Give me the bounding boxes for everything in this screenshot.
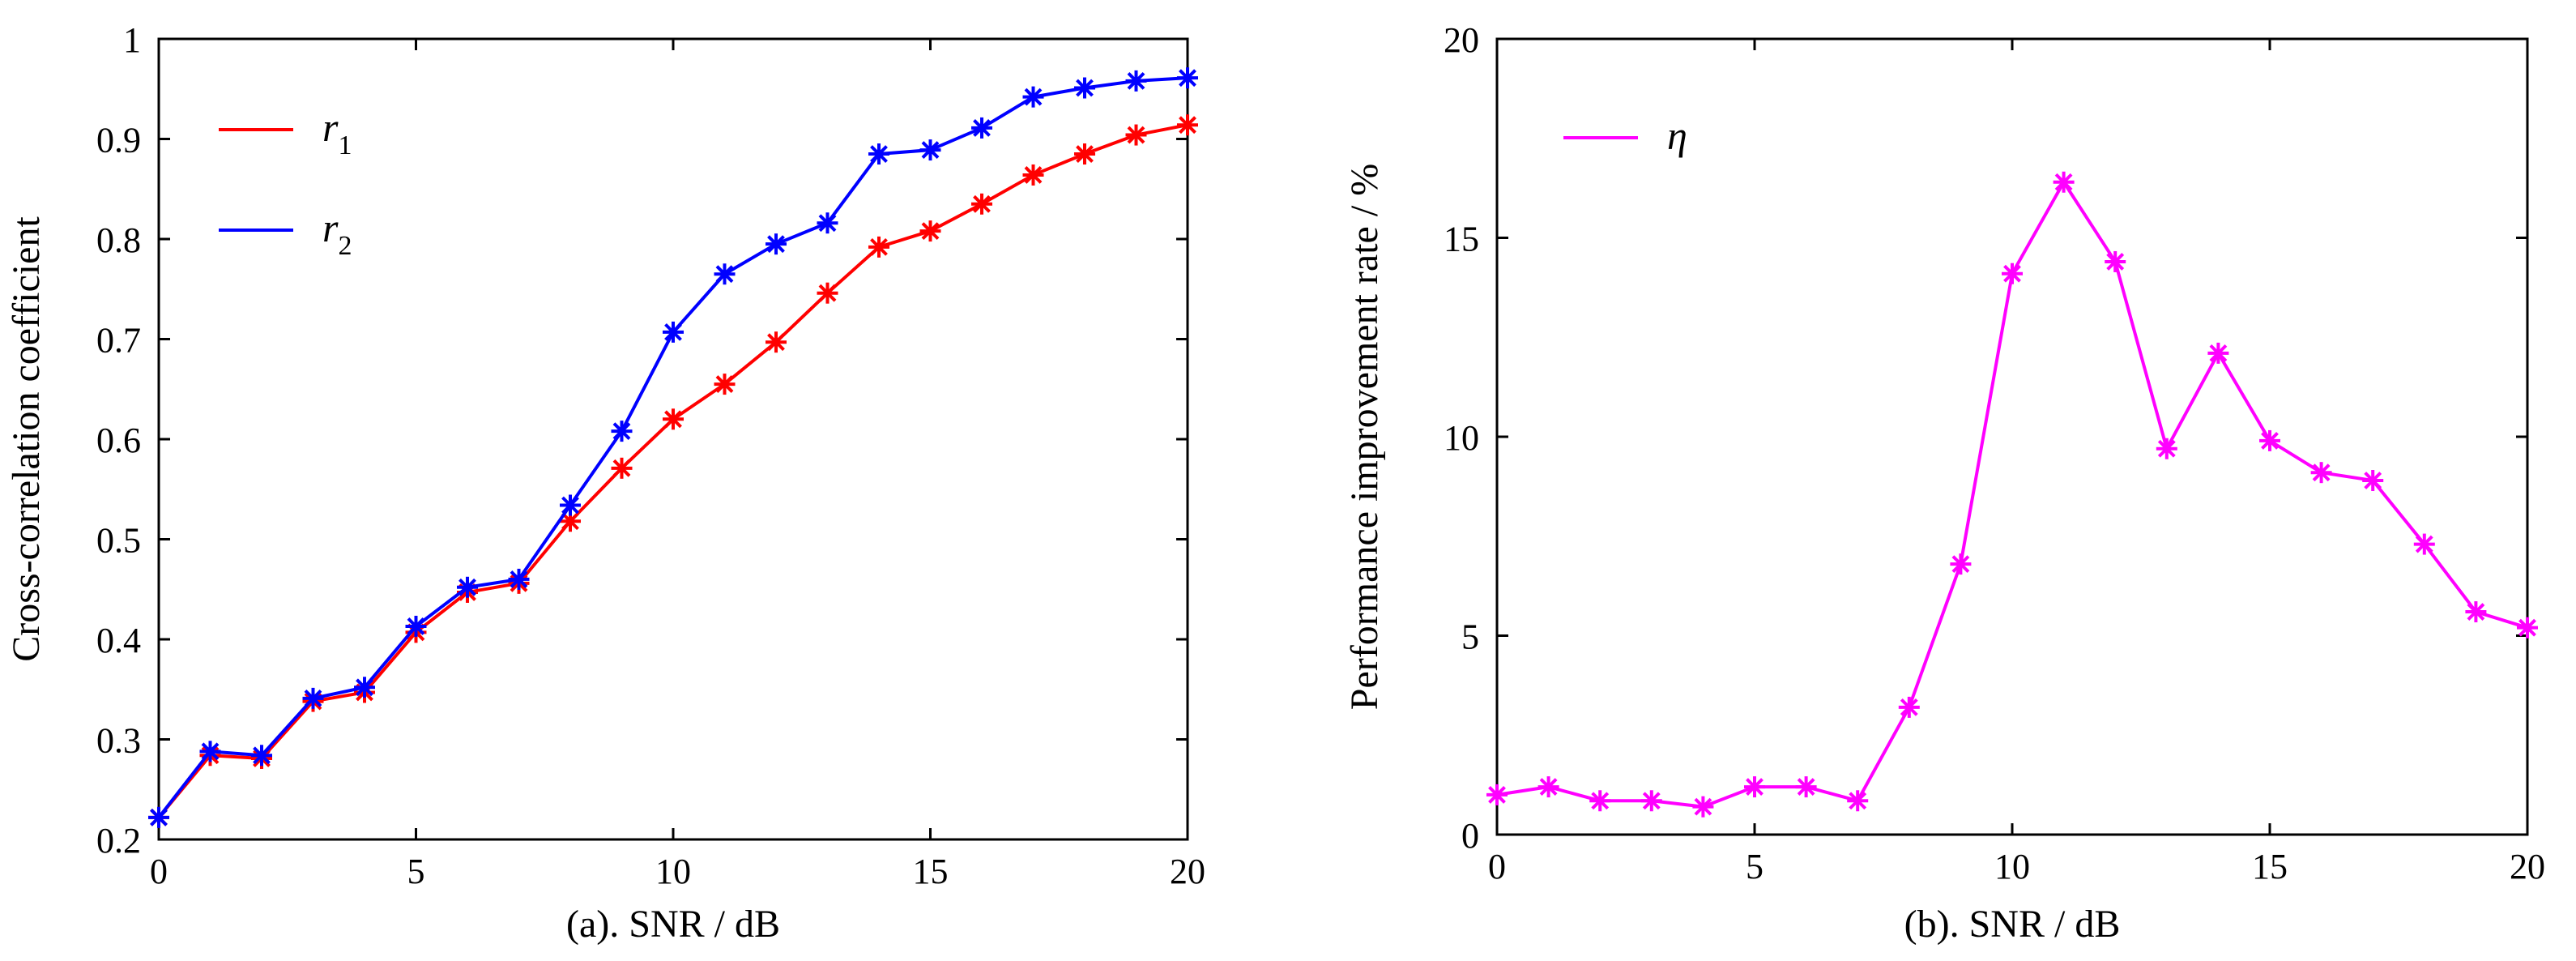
data-point-marker <box>2413 533 2435 555</box>
y-tick-label: 0.5 <box>96 521 141 561</box>
data-point-marker <box>560 494 581 516</box>
data-point-marker <box>1847 790 1869 812</box>
data-point-marker <box>663 408 684 430</box>
data-point-marker <box>1177 114 1198 136</box>
data-point-marker <box>1125 124 1147 146</box>
data-point-marker <box>1074 77 1095 99</box>
y-tick-label: 0.4 <box>96 621 141 660</box>
y-axis-label: Performance improvement rate / % <box>1343 164 1386 710</box>
y-tick-label: 0.9 <box>96 121 141 160</box>
data-point-marker <box>1022 164 1044 186</box>
legend-label: r1 <box>322 105 352 160</box>
data-point-marker <box>508 568 530 590</box>
data-point-marker <box>302 687 324 709</box>
y-axis-label: Cross-correlation coefficient <box>5 216 48 662</box>
x-tick-label: 15 <box>913 852 949 891</box>
data-point-marker <box>2002 263 2023 284</box>
data-point-marker <box>766 233 787 255</box>
data-point-marker <box>1177 67 1198 89</box>
x-tick-label: 20 <box>2510 847 2545 886</box>
x-tick-label: 10 <box>1994 847 2030 886</box>
legend-label-name: r <box>322 205 339 250</box>
chart-a: 0 5 10 15 20 0.2 0.3 0.4 0.5 0.6 0.7 0.8 0.9 1 (a). SN… <box>5 20 1205 946</box>
data-point-marker <box>2259 429 2280 451</box>
x-tick-label: 5 <box>407 852 425 891</box>
y-tick-label: 1 <box>123 20 141 60</box>
data-point-marker <box>611 457 633 479</box>
data-point-marker <box>457 576 478 598</box>
data-point-marker <box>919 139 941 161</box>
x-tick-label: 5 <box>1746 847 1764 886</box>
data-point-marker <box>817 282 838 304</box>
y-tick-label: 0.2 <box>96 821 141 861</box>
legend-label-subscript: 2 <box>338 231 352 261</box>
data-point-marker <box>1022 86 1044 108</box>
data-point-marker <box>714 374 736 395</box>
data-point-marker <box>2465 601 2487 623</box>
data-point-marker <box>1074 143 1095 165</box>
data-point-marker <box>1589 790 1611 812</box>
data-point-marker <box>919 220 941 242</box>
y-tick-label: 10 <box>1444 418 1479 458</box>
data-point-marker <box>817 212 838 234</box>
x-axis-label: (b). SNR / dB <box>1904 903 2121 946</box>
y-tick-label: 0.6 <box>96 421 141 460</box>
data-point-marker <box>251 745 272 767</box>
y-tick-label: 15 <box>1444 220 1479 259</box>
x-tick-label: 15 <box>2252 847 2288 886</box>
data-point-marker <box>868 143 889 165</box>
legend-label-name: r <box>322 105 339 150</box>
y-tick-label: 0.3 <box>96 721 141 761</box>
x-tick-label: 10 <box>655 852 691 891</box>
plot-frame-b <box>1495 37 2529 836</box>
y-tick-label: 0.8 <box>96 220 141 260</box>
data-point-marker <box>971 117 992 139</box>
data-point-marker <box>1537 776 1559 798</box>
data-point-marker <box>2310 462 2332 484</box>
data-point-marker <box>714 263 736 285</box>
data-point-marker <box>2362 470 2384 492</box>
y-tick-label: 0.7 <box>96 321 141 361</box>
data-point-marker <box>2207 342 2229 364</box>
data-point-marker <box>611 421 633 442</box>
data-point-marker <box>1950 553 1972 575</box>
data-point-marker <box>971 193 992 215</box>
data-point-marker <box>1795 776 1817 798</box>
data-point-marker <box>1692 796 1714 818</box>
x-axis-label: (a). SNR / dB <box>566 903 780 946</box>
data-point-marker <box>2517 617 2538 639</box>
y-tick-label: 0 <box>1461 816 1479 856</box>
x-tick-label: 0 <box>1488 847 1506 886</box>
legend-label-subscript: 1 <box>338 130 352 160</box>
data-point-marker <box>663 321 684 343</box>
legend-label: r2 <box>322 205 352 261</box>
data-point-marker <box>354 677 375 698</box>
legend-label: η <box>1667 113 1687 158</box>
data-point-marker <box>2156 438 2177 459</box>
data-point-marker <box>766 331 787 353</box>
data-point-marker <box>1898 696 1920 718</box>
x-tick-label: 0 <box>150 852 168 891</box>
y-tick-label: 5 <box>1461 617 1479 657</box>
data-point-marker <box>1640 790 1662 812</box>
data-point-marker <box>199 741 221 762</box>
x-tick-label: 20 <box>1170 852 1205 891</box>
y-tick-label: 20 <box>1444 20 1479 60</box>
data-point-marker <box>405 615 427 637</box>
plot-frame-a <box>157 37 1189 841</box>
chart-b: 0 5 10 15 20 0 5 10 15 20 (b). SNR / dB Performance… <box>1343 20 2545 946</box>
data-point-marker <box>868 236 889 258</box>
data-point-marker <box>2053 171 2075 193</box>
series-line-r1 <box>157 123 1188 819</box>
data-point-marker <box>2105 250 2126 272</box>
data-point-marker <box>1125 70 1147 92</box>
legend-label-name: η <box>1667 113 1687 158</box>
data-point-marker <box>1744 776 1765 798</box>
data-point-marker <box>1486 784 1508 805</box>
data-point-marker <box>148 806 169 828</box>
